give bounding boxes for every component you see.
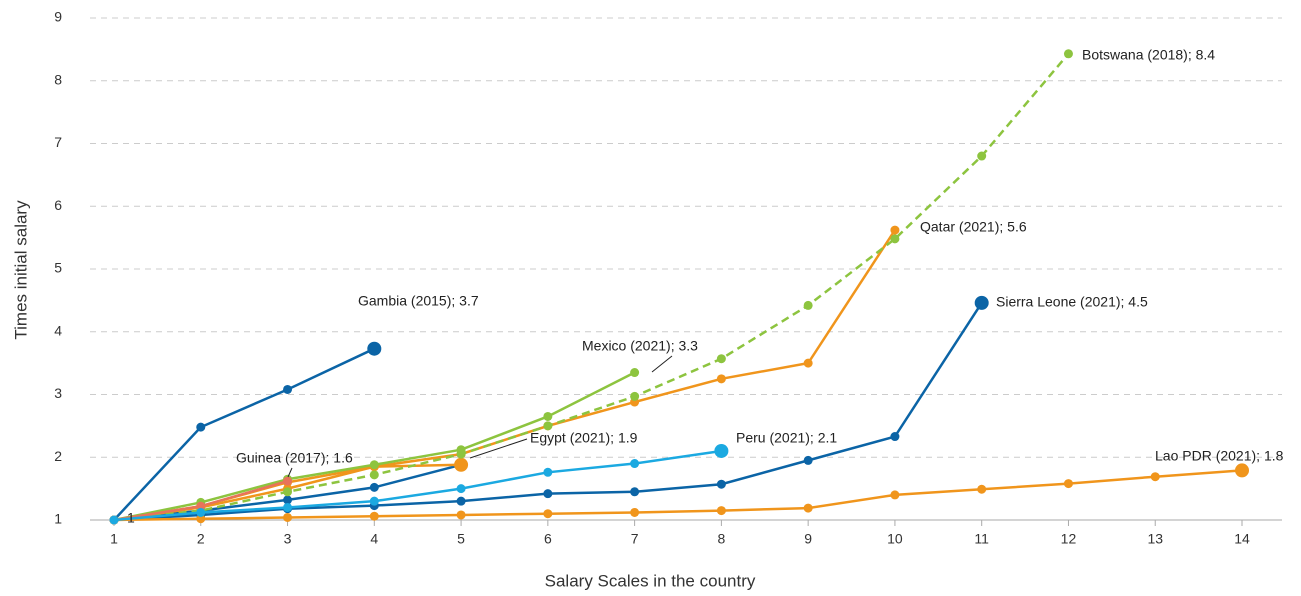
point [456, 445, 466, 455]
point [543, 467, 553, 477]
data-label: Sierra Leone (2021); 4.5 [996, 294, 1148, 310]
data-label: Lao PDR (2021); 1.8 [1155, 448, 1284, 464]
leader-line [651, 355, 673, 373]
x-tick-label: 1 [110, 531, 118, 547]
point [543, 411, 553, 421]
line [113, 449, 722, 522]
point [630, 507, 640, 517]
point [283, 512, 293, 522]
data-label: 1 [127, 510, 135, 526]
point [283, 502, 293, 512]
point [196, 422, 206, 432]
point [456, 496, 466, 506]
data-label: Guinea (2017); 1.6 [236, 450, 353, 466]
x-tick-label: 10 [887, 531, 903, 547]
leader-line [287, 467, 293, 478]
point [1150, 472, 1160, 482]
point [543, 509, 553, 519]
point [803, 358, 813, 368]
point [456, 510, 466, 520]
y-tick-label: 2 [54, 448, 62, 464]
data-label: Gambia (2015); 3.7 [358, 293, 479, 309]
point [716, 506, 726, 516]
point [716, 374, 726, 384]
point [716, 479, 726, 489]
x-tick-label: 4 [370, 531, 378, 547]
point [196, 507, 206, 517]
x-tick-label: 5 [457, 531, 465, 547]
x-tick-label: 14 [1234, 531, 1250, 547]
y-tick-label: 4 [54, 322, 62, 338]
x-tick-label: 9 [804, 531, 812, 547]
point [977, 151, 987, 161]
y-tick-label: 3 [54, 385, 62, 401]
point [803, 455, 813, 465]
point [803, 300, 813, 310]
point [1063, 479, 1073, 489]
x-tick-label: 12 [1061, 531, 1077, 547]
line [113, 52, 1070, 522]
y-tick-label: 7 [54, 134, 62, 150]
data-label: Qatar (2021); 5.6 [920, 219, 1027, 235]
x-axis-title: Salary Scales in the country [545, 571, 756, 590]
x-tick-label: 7 [631, 531, 639, 547]
data-label: Egypt (2021); 1.9 [530, 430, 638, 446]
point [196, 501, 206, 511]
data-label: Mexico (2021); 3.3 [582, 338, 698, 354]
point [1235, 463, 1249, 478]
point [369, 496, 379, 506]
point [543, 489, 553, 499]
y-tick-label: 1 [54, 511, 62, 527]
point [543, 421, 553, 431]
point [714, 443, 729, 458]
x-tick-label: 2 [197, 531, 205, 547]
point [283, 487, 293, 497]
point [367, 341, 382, 356]
point [630, 391, 640, 401]
point [454, 457, 469, 472]
point [630, 459, 640, 469]
y-tick-label: 6 [54, 197, 62, 213]
point [196, 514, 206, 524]
point [803, 503, 813, 513]
point [369, 511, 379, 521]
x-tick-label: 8 [717, 531, 725, 547]
line [113, 302, 983, 522]
point [630, 487, 640, 497]
y-tick-label: 8 [54, 71, 62, 87]
data-label: Botswana (2018); 8.4 [1082, 47, 1215, 63]
y-tick-label: 5 [54, 260, 62, 276]
point [369, 460, 379, 470]
point [716, 354, 726, 364]
data-label: Peru (2021); 2.1 [736, 430, 837, 446]
point [283, 476, 293, 486]
point [1063, 49, 1073, 59]
point [456, 484, 466, 494]
x-tick-label: 13 [1147, 531, 1163, 547]
point [630, 368, 640, 378]
point [283, 384, 293, 394]
point [890, 225, 900, 235]
x-tick-label: 6 [544, 531, 552, 547]
point [369, 470, 379, 480]
point [369, 482, 379, 492]
y-tick-label: 9 [54, 9, 62, 25]
point [890, 234, 900, 244]
point [977, 484, 987, 494]
x-tick-label: 11 [974, 531, 989, 547]
point [109, 515, 119, 525]
y-axis-title: Times initial salary [11, 200, 30, 340]
leader-line [469, 438, 528, 459]
point [890, 490, 900, 500]
x-tick-label: 3 [284, 531, 292, 547]
line [113, 229, 896, 522]
line [113, 347, 375, 521]
point [890, 432, 900, 442]
line [113, 469, 1243, 522]
point [974, 295, 989, 310]
point [283, 495, 293, 505]
